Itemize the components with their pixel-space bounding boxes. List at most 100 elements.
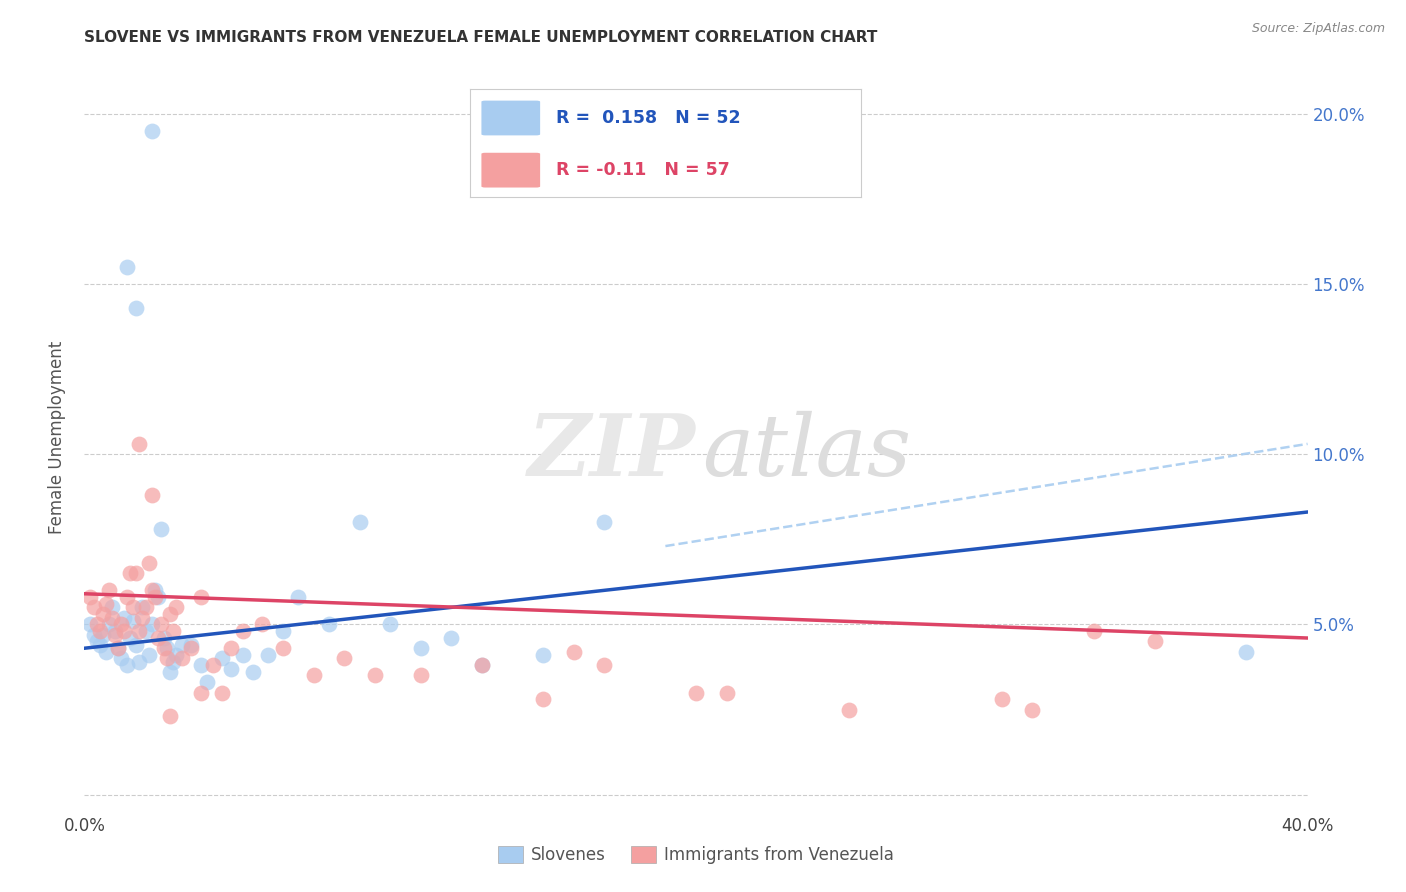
Point [107, 641, 129, 656]
Point [79, 590, 101, 604]
Point [128, 437, 150, 451]
Point [125, 638, 148, 652]
Point [97, 617, 120, 632]
Point [838, 702, 860, 716]
Point [531, 692, 554, 706]
Point [232, 648, 254, 662]
Point [104, 624, 127, 639]
Point [211, 651, 233, 665]
Point [333, 651, 356, 665]
Point [91, 607, 114, 622]
Point [440, 631, 463, 645]
Point [143, 583, 166, 598]
Point [156, 641, 179, 656]
Point [172, 651, 194, 665]
Point [190, 658, 212, 673]
Point [89, 638, 111, 652]
Point [104, 627, 127, 641]
Point [531, 648, 554, 662]
Point [195, 675, 218, 690]
Point [115, 260, 138, 274]
Point [162, 624, 184, 639]
Point [112, 624, 135, 639]
Point [86, 634, 108, 648]
Point [79, 617, 101, 632]
Point [128, 655, 150, 669]
Point [180, 641, 202, 656]
Point [562, 645, 585, 659]
Point [135, 600, 157, 615]
Point [156, 651, 179, 665]
Point [685, 685, 707, 699]
Point [141, 123, 163, 137]
Point [86, 617, 108, 632]
Point [153, 641, 176, 656]
Point [120, 566, 142, 581]
Point [219, 641, 242, 656]
Point [131, 610, 153, 624]
Point [101, 610, 124, 624]
Point [1143, 634, 1166, 648]
Point [364, 668, 387, 682]
Point [83, 600, 105, 615]
Point [471, 658, 494, 673]
Point [120, 631, 142, 645]
Point [172, 638, 194, 652]
Point [409, 641, 432, 656]
Point [149, 522, 172, 536]
Point [89, 624, 111, 639]
Point [471, 658, 494, 673]
Point [138, 648, 160, 662]
Point [91, 627, 114, 641]
Point [141, 617, 163, 632]
Point [135, 624, 157, 639]
Point [716, 685, 738, 699]
Point [146, 631, 169, 645]
Point [318, 617, 340, 632]
Point [149, 617, 172, 632]
Point [271, 641, 294, 656]
Point [107, 641, 129, 656]
Point [242, 665, 264, 679]
Point [180, 638, 202, 652]
Text: SLOVENE VS IMMIGRANTS FROM VENEZUELA FEMALE UNEMPLOYMENT CORRELATION CHART: SLOVENE VS IMMIGRANTS FROM VENEZUELA FEM… [84, 29, 877, 45]
Point [110, 617, 132, 632]
Point [409, 668, 432, 682]
Point [131, 600, 153, 615]
Legend: Slovenes, Immigrants from Venezuela: Slovenes, Immigrants from Venezuela [491, 839, 901, 871]
Point [125, 566, 148, 581]
Point [159, 607, 181, 622]
Point [1236, 645, 1258, 659]
Point [115, 658, 138, 673]
Point [593, 515, 616, 529]
Point [271, 624, 294, 639]
Point [211, 685, 233, 699]
Text: ZIP: ZIP [529, 410, 696, 494]
Point [1021, 702, 1043, 716]
Point [287, 590, 309, 604]
Point [159, 709, 181, 723]
Point [141, 488, 163, 502]
Point [83, 627, 105, 641]
Point [165, 648, 187, 662]
Point [153, 631, 176, 645]
Point [250, 617, 273, 632]
Point [112, 610, 135, 624]
Point [219, 662, 242, 676]
Point [125, 301, 148, 315]
Point [110, 651, 132, 665]
Point [128, 624, 150, 639]
Point [122, 600, 145, 615]
Point [232, 624, 254, 639]
Point [991, 692, 1014, 706]
Point [94, 645, 117, 659]
Point [141, 583, 163, 598]
Point [257, 648, 280, 662]
Point [101, 600, 124, 615]
Point [138, 556, 160, 570]
Point [115, 590, 138, 604]
Point [302, 668, 325, 682]
Point [190, 685, 212, 699]
Text: atlas: atlas [702, 410, 911, 493]
Point [349, 515, 371, 529]
